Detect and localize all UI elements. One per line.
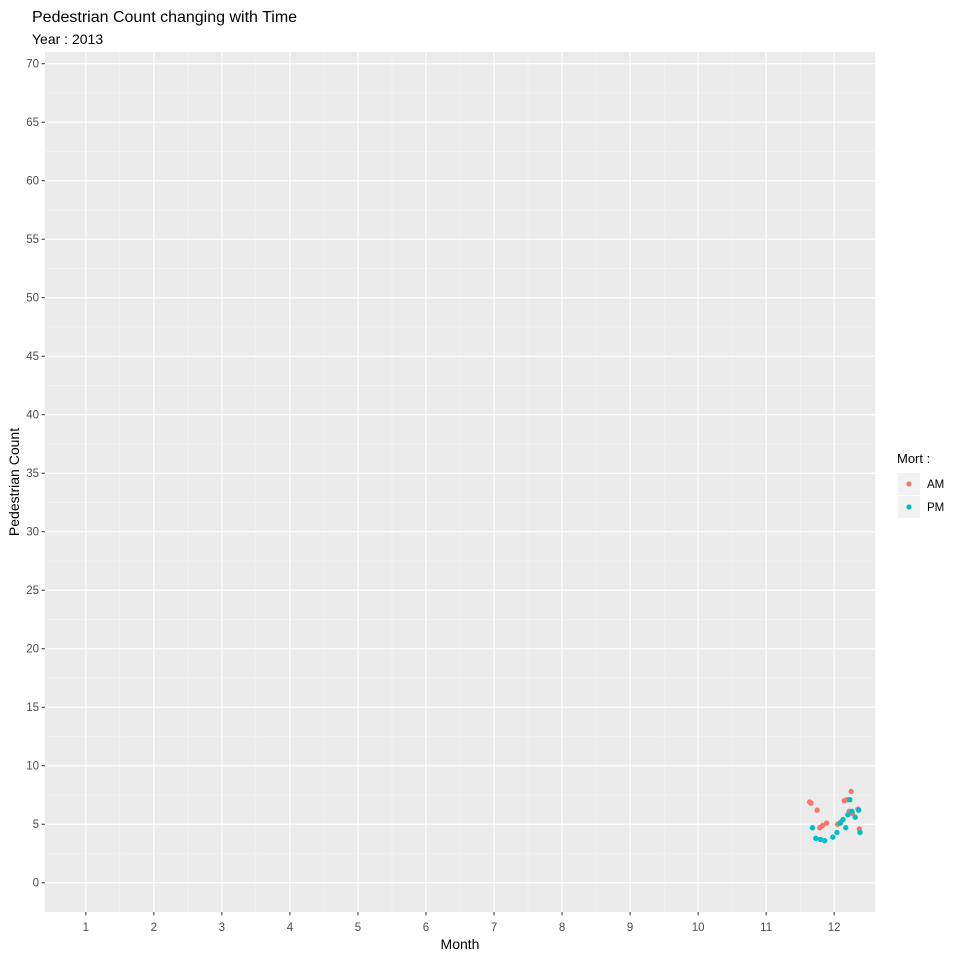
y-tick-label: 20: [26, 644, 39, 656]
y-tick-label: 45: [26, 351, 39, 363]
legend-label-am: AM: [927, 479, 944, 491]
legend-marker-pm: [906, 504, 912, 510]
data-point-am: [808, 800, 814, 806]
legend-label-pm: PM: [927, 502, 944, 514]
legend: Mort : AM PM: [897, 451, 944, 518]
gridlines: [45, 52, 875, 912]
x-tick-label: 9: [627, 922, 633, 934]
data-point-am: [823, 820, 830, 826]
y-tick-label: 25: [26, 585, 39, 597]
y-tick-label: 70: [26, 59, 39, 71]
chart-title: Pedestrian Count changing with Time: [32, 9, 297, 26]
y-axis-ticks: 0 5 10 15 20 25 30 35 40 45 50 55 60 65 70: [26, 59, 45, 890]
data-point-pm: [834, 829, 840, 836]
x-tick-label: 3: [219, 922, 225, 934]
y-tick-label: 0: [33, 878, 39, 890]
y-tick-label: 40: [26, 410, 39, 422]
y-tick-label: 35: [26, 468, 39, 480]
data-point-pm: [857, 829, 863, 836]
y-tick-label: 5: [33, 819, 39, 831]
x-tick-label: 10: [692, 922, 705, 934]
x-tick-label: 8: [559, 922, 565, 934]
data-point-pm: [809, 825, 816, 831]
x-tick-label: 11: [760, 922, 772, 934]
data-point-am: [848, 788, 854, 795]
data-point-pm: [830, 834, 836, 840]
x-tick-label: 4: [287, 922, 294, 934]
legend-title: Mort :: [897, 451, 930, 466]
y-tick-label: 60: [26, 176, 39, 188]
data-point-pm: [813, 835, 819, 841]
x-tick-label: 7: [491, 922, 497, 934]
data-point-pm: [840, 816, 846, 823]
x-tick-label: 12: [828, 922, 841, 934]
y-tick-label: 65: [26, 117, 39, 129]
x-tick-label: 5: [355, 922, 361, 934]
data-point-am: [814, 807, 820, 813]
y-tick-label: 50: [26, 293, 39, 305]
y-tick-label: 10: [26, 761, 39, 773]
x-tick-label: 2: [151, 922, 157, 934]
y-tick-label: 30: [26, 527, 39, 539]
data-point-pm: [847, 796, 853, 803]
data-point-pm: [845, 812, 851, 818]
data-point-pm: [855, 807, 862, 813]
data-point-am: [819, 822, 826, 829]
x-axis-ticks: 1 2 3 4 5 6 7 8 9 10 11 12: [83, 912, 841, 934]
data-point-pm: [817, 836, 824, 843]
data-point-pm: [843, 825, 849, 831]
data-points: [806, 788, 863, 844]
y-axis-label: Pedestrian Count: [6, 428, 22, 536]
y-tick-label: 15: [26, 702, 39, 714]
x-axis-label: Month: [441, 936, 480, 952]
data-point-pm: [849, 808, 855, 815]
x-tick-label: 1: [83, 922, 89, 934]
data-point-pm: [852, 814, 858, 820]
legend-marker-am: [906, 481, 912, 487]
chart-subtitle: Year : 2013: [32, 31, 103, 47]
data-point-pm: [821, 837, 828, 844]
y-tick-label: 55: [26, 234, 39, 246]
x-tick-label: 6: [423, 922, 429, 934]
